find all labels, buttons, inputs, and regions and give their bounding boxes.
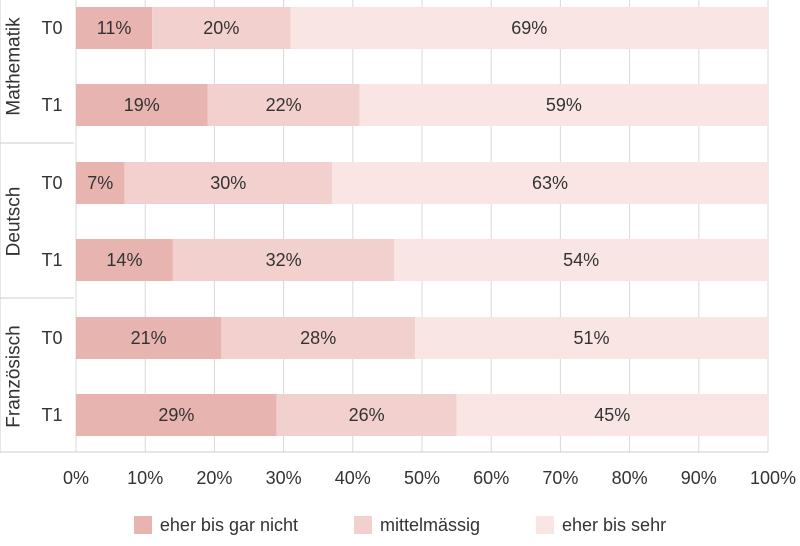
x-tick-label: 100% (750, 468, 796, 488)
bar-segment (332, 162, 768, 204)
bar-category-label: T1 (41, 250, 62, 270)
data-label: 45% (594, 405, 630, 425)
legend-label-high: eher bis sehr (562, 514, 667, 535)
group-label: Deutsch (4, 187, 25, 257)
bar-segment (415, 317, 768, 359)
bar-category-label: T0 (41, 173, 62, 193)
x-tick-label: 90% (681, 468, 717, 488)
data-label: 63% (532, 173, 568, 193)
bar-segment (290, 7, 768, 49)
x-tick-label: 40% (335, 468, 371, 488)
data-label: 28% (300, 328, 336, 348)
chart-legend: eher bis gar nicht mittelmässig eher bis… (0, 510, 800, 540)
bar-segment (152, 7, 291, 49)
x-tick-label: 50% (404, 468, 440, 488)
bar-category-label: T1 (41, 95, 62, 115)
bar-category-label: T0 (41, 328, 62, 348)
bar-segment (172, 239, 395, 281)
data-label: 29% (158, 405, 194, 425)
x-tick-label: 60% (473, 468, 509, 488)
bar-category-label: T1 (41, 405, 62, 425)
legend-label-mid: mittelmässig (379, 514, 481, 535)
data-label: 20% (203, 18, 239, 38)
data-label: 30% (210, 173, 246, 193)
bar-segment (394, 239, 768, 281)
bar-segment (359, 84, 768, 126)
x-tick-label: 20% (196, 468, 232, 488)
data-label: 69% (511, 18, 547, 38)
x-tick-label: 80% (612, 468, 648, 488)
group-label: Französisch (4, 325, 25, 427)
bar-segment (76, 239, 173, 281)
bar-segment (76, 7, 153, 49)
bar-segment (221, 317, 416, 359)
x-tick-label: 70% (542, 468, 578, 488)
bar-category-label: T0 (41, 18, 62, 38)
stacked-bar-chart: 11% 20% 69% T0 19% 22% 59% T1 Mathematik 7% 30% 63%… (0, 0, 796, 488)
legend-label-low: eher bis gar nicht (159, 514, 298, 535)
legend-swatch-low (133, 516, 152, 534)
data-label: 21% (131, 328, 167, 348)
legend-item-low: eher bis gar nicht (133, 514, 298, 536)
bar-segment (207, 84, 360, 126)
data-label: 22% (266, 95, 302, 115)
bar-segment (456, 394, 768, 436)
legend-swatch-high (536, 516, 555, 534)
data-label: 32% (266, 250, 302, 270)
data-label: 26% (349, 405, 385, 425)
bar-segment (276, 394, 457, 436)
data-label: 51% (574, 328, 610, 348)
bar-segment (76, 317, 222, 359)
data-label: 19% (124, 95, 160, 115)
legend-item-high: eher bis sehr (536, 515, 666, 536)
bar-segment (76, 162, 125, 204)
x-tick-label: 10% (127, 468, 163, 488)
legend-swatch-mid (353, 516, 372, 534)
data-label: 59% (546, 95, 582, 115)
bar-segment (124, 162, 333, 204)
x-tick-label: 30% (266, 468, 302, 488)
data-label: 11% (97, 18, 132, 38)
bar-segment (76, 394, 277, 436)
x-tick-label: 0% (63, 468, 89, 488)
legend-item-mid: mittelmässig (353, 514, 481, 536)
data-label: 7% (87, 173, 113, 193)
group-label: Mathematik (4, 17, 25, 116)
data-label: 54% (563, 250, 599, 270)
data-label: 14% (106, 250, 142, 270)
bar-segment (76, 84, 208, 126)
